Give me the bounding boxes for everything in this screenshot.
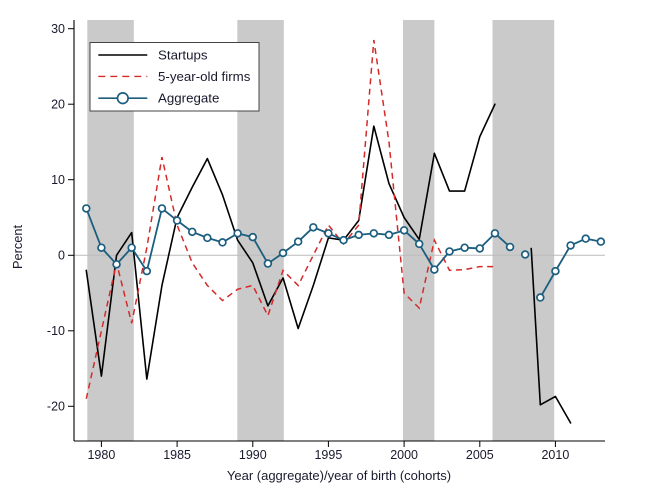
svg-text:Year (aggregate)/year of birth: Year (aggregate)/year of birth (cohorts) bbox=[227, 468, 451, 483]
svg-text:1995: 1995 bbox=[314, 448, 342, 462]
svg-text:5-year-old firms: 5-year-old firms bbox=[158, 69, 251, 84]
svg-text:2005: 2005 bbox=[466, 448, 494, 462]
svg-text:Percent: Percent bbox=[10, 225, 25, 270]
svg-text:-10: -10 bbox=[47, 324, 65, 338]
svg-text:30: 30 bbox=[51, 22, 65, 36]
svg-text:1985: 1985 bbox=[163, 448, 191, 462]
svg-text:2010: 2010 bbox=[541, 448, 569, 462]
svg-text:20: 20 bbox=[51, 98, 65, 112]
svg-text:Startups: Startups bbox=[158, 48, 208, 63]
svg-text:0: 0 bbox=[58, 249, 65, 263]
svg-text:-20: -20 bbox=[47, 400, 65, 414]
svg-text:10: 10 bbox=[51, 173, 65, 187]
svg-text:1990: 1990 bbox=[239, 448, 267, 462]
svg-text:Aggregate: Aggregate bbox=[158, 91, 219, 106]
svg-text:2000: 2000 bbox=[390, 448, 418, 462]
svg-text:1980: 1980 bbox=[87, 448, 115, 462]
